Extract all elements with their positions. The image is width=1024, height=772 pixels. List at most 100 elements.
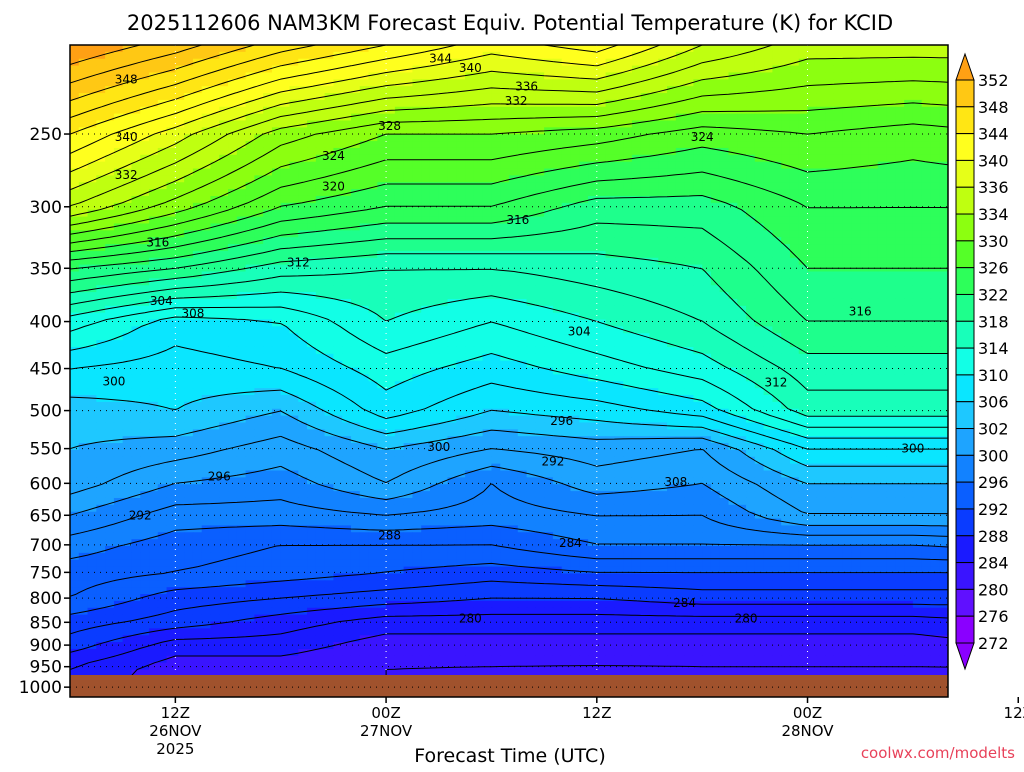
heatmap-cell	[658, 120, 668, 128]
heatmap-cell	[228, 271, 238, 279]
heatmap-cell	[509, 250, 519, 259]
heatmap-cell	[904, 168, 914, 176]
heatmap-cell	[588, 209, 598, 218]
heatmap-cell	[544, 106, 554, 115]
heatmap-cell	[649, 93, 659, 101]
heatmap-cell	[429, 292, 440, 300]
heatmap-cell	[447, 374, 457, 382]
heatmap-cell	[798, 305, 809, 314]
heatmap-cell	[631, 86, 642, 94]
heatmap-cell	[447, 223, 457, 231]
heatmap-cell	[640, 127, 651, 135]
heatmap-cell	[623, 230, 633, 238]
heatmap-cell	[842, 93, 853, 101]
heatmap-cell	[781, 298, 791, 307]
heatmap-cell	[350, 134, 361, 142]
heatmap-cell	[895, 326, 905, 334]
heatmap-cell	[816, 223, 826, 231]
heatmap-cell	[438, 340, 449, 348]
heatmap-cell	[781, 99, 791, 108]
heatmap-cell	[350, 244, 361, 252]
heatmap-cell	[754, 257, 765, 266]
heatmap-cell	[140, 209, 150, 218]
heatmap-cell	[386, 86, 396, 94]
heatmap-cell	[737, 381, 747, 389]
heatmap-cell	[886, 381, 896, 389]
heatmap-cell	[544, 120, 554, 128]
heatmap-cell	[763, 72, 773, 80]
heatmap-cell	[350, 106, 361, 115]
heatmap-cell	[342, 216, 352, 225]
heatmap-cell	[789, 141, 800, 149]
heatmap-cell	[939, 147, 948, 156]
heatmap-cell	[412, 237, 422, 245]
heatmap-cell	[544, 298, 554, 307]
heatmap-cell	[509, 113, 519, 122]
heatmap-cell	[315, 58, 326, 67]
heatmap-cell	[763, 353, 773, 362]
heatmap-cell	[877, 353, 888, 362]
heatmap-cell	[429, 250, 440, 259]
heatmap-cell	[70, 360, 80, 369]
heatmap-cell	[315, 374, 326, 382]
heatmap-cell	[254, 147, 264, 156]
heatmap-cell	[807, 305, 817, 314]
heatmap-cell	[245, 195, 255, 204]
heatmap-cell	[87, 346, 97, 355]
heatmap-cell	[298, 257, 308, 266]
heatmap-cell	[904, 367, 914, 376]
heatmap-cell	[403, 216, 414, 225]
heatmap-cell	[754, 333, 765, 341]
heatmap-cell	[825, 298, 835, 307]
heatmap-cell	[149, 141, 159, 149]
heatmap-cell	[825, 202, 835, 211]
heatmap-cell	[842, 305, 853, 314]
heatmap-cell	[649, 223, 659, 231]
heatmap-cell	[192, 250, 203, 259]
heatmap-cell	[693, 134, 703, 142]
heatmap-cell	[789, 340, 800, 348]
heatmap-cell	[465, 127, 475, 135]
heatmap-cell	[465, 319, 475, 327]
heatmap-cell	[851, 168, 861, 176]
heatmap-cell	[500, 216, 510, 225]
heatmap-cell	[473, 230, 484, 238]
heatmap-cell	[789, 381, 800, 389]
heatmap-cell	[719, 285, 730, 293]
heatmap-cell	[157, 326, 168, 334]
heatmap-cell	[623, 264, 633, 273]
heatmap-cell	[403, 278, 414, 286]
heatmap-cell	[860, 223, 870, 231]
heatmap-cell	[588, 99, 598, 108]
heatmap-cell	[500, 223, 510, 231]
heatmap-cell	[350, 202, 361, 211]
heatmap-cell	[737, 353, 747, 362]
heatmap-cell	[491, 244, 501, 252]
heatmap-cell	[307, 360, 317, 369]
heatmap-cell	[939, 120, 948, 128]
heatmap-cell	[658, 175, 668, 183]
heatmap-cell	[544, 147, 554, 156]
heatmap-cell	[904, 285, 914, 293]
heatmap-cell	[631, 209, 642, 218]
heatmap-cell	[886, 202, 896, 211]
heatmap-cell	[421, 72, 431, 80]
heatmap-cell	[658, 230, 668, 238]
heatmap-cell	[763, 230, 773, 238]
heatmap-cell	[842, 99, 853, 108]
heatmap-cell	[728, 99, 738, 108]
heatmap-cell	[438, 161, 449, 170]
heatmap-cell	[280, 264, 291, 273]
heatmap-cell	[78, 381, 89, 389]
heatmap-cell	[623, 99, 633, 108]
heatmap-cell	[245, 216, 255, 225]
heatmap-cell	[394, 298, 405, 307]
heatmap-cell	[833, 292, 844, 300]
heatmap-cell	[904, 93, 914, 101]
heatmap-cell	[473, 298, 484, 307]
heatmap-cell	[667, 168, 677, 176]
heatmap-cell	[149, 298, 159, 307]
heatmap-cell	[667, 79, 677, 87]
heatmap-cell	[113, 360, 124, 369]
heatmap-cell	[280, 202, 291, 211]
